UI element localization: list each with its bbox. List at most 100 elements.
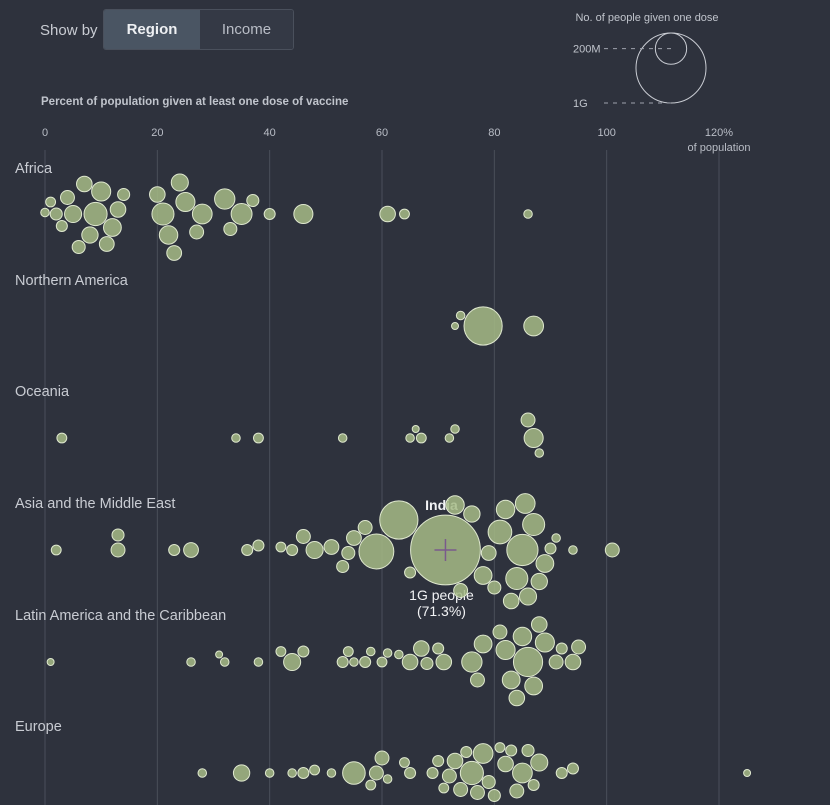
country-bubble [426, 766, 439, 780]
x-tick-label: 0 [42, 127, 48, 139]
country-bubble [45, 196, 57, 208]
country-bubble [170, 173, 189, 192]
region-label: Asia and the Middle East [15, 496, 175, 512]
country-bubble [191, 203, 213, 225]
country-bubble [455, 310, 466, 321]
country-bubble [530, 753, 549, 772]
country-bubble [49, 207, 63, 221]
region-label: Europe [15, 719, 62, 735]
country-bubble [305, 540, 324, 560]
country-bubble [505, 744, 518, 757]
country-bubble [151, 202, 175, 226]
country-bubble [453, 583, 469, 598]
country-bubble [509, 783, 525, 799]
country-bubble [487, 580, 502, 595]
country-bubble [175, 191, 196, 213]
country-bubble [183, 542, 199, 558]
country-bubble [530, 616, 548, 633]
country-bubble [566, 762, 579, 775]
income-toggle-button[interactable]: Income [200, 10, 293, 49]
country-bubble [286, 543, 299, 557]
country-bubble [404, 566, 417, 579]
country-bubble [275, 541, 287, 553]
country-bubble [568, 545, 578, 555]
country-bubble [435, 653, 453, 671]
country-bubble [460, 745, 473, 759]
country-bubble [103, 218, 122, 237]
country-bubble [323, 539, 340, 555]
country-bubble [186, 657, 196, 667]
country-bubble [287, 768, 297, 778]
country-bubble [487, 519, 513, 545]
country-bubble [399, 208, 410, 220]
country-bubble [297, 766, 310, 780]
country-bubble [336, 655, 349, 669]
country-bubble [263, 207, 276, 221]
country-bubble [571, 639, 587, 655]
country-bubble [555, 642, 568, 655]
country-bubble [481, 774, 496, 790]
country-bubble [520, 412, 536, 428]
country-bubble [246, 193, 260, 208]
country-bubble [376, 656, 388, 668]
country-bubble [365, 779, 377, 791]
country-bubble [473, 566, 493, 585]
country-bubble [497, 755, 514, 773]
country-bubble [309, 764, 321, 776]
country-bubble [534, 448, 545, 458]
country-bubble [336, 559, 350, 574]
country-bubble [166, 245, 183, 261]
country-bubble [495, 639, 516, 661]
region-toggle-button[interactable]: Region [104, 10, 200, 49]
country-bubble [411, 425, 420, 433]
legend-circle-large [635, 32, 707, 104]
country-bubble [527, 778, 540, 792]
country-bubble [413, 640, 430, 657]
country-bubble [518, 587, 538, 606]
country-bubble [524, 676, 544, 696]
country-bubble [91, 181, 112, 202]
legend-label-small: 200M [573, 44, 601, 56]
country-bubble [359, 655, 372, 669]
country-bubble [444, 433, 455, 443]
country-bubble [368, 765, 384, 781]
country-bubble [480, 545, 497, 561]
country-bubble [349, 657, 359, 667]
country-bubble [523, 427, 544, 449]
x-tick-label: 80 [488, 127, 500, 139]
country-bubble [241, 543, 254, 557]
country-bubble [394, 649, 404, 660]
country-bubble [81, 226, 99, 244]
country-bubble [98, 236, 115, 252]
x-tick-label: 40 [264, 127, 276, 139]
country-bubble [230, 203, 253, 225]
x-unit-note: of population [688, 142, 751, 154]
country-bubble [505, 566, 529, 591]
country-bubble [521, 743, 535, 758]
country-bubble [252, 539, 265, 552]
country-bubble [506, 533, 539, 567]
country-bubble [463, 505, 481, 523]
show-by-label: Show by [40, 22, 98, 39]
country-bubble [232, 764, 251, 782]
country-bubble [512, 626, 533, 647]
country-bubble [59, 190, 75, 205]
country-bubble [253, 657, 264, 667]
country-bubble [110, 542, 126, 558]
region-label: Latin America and the Caribbean [15, 608, 226, 624]
country-bubble [231, 433, 241, 443]
country-bubble [168, 543, 181, 557]
region-label: Northern America [15, 273, 129, 289]
x-tick-label: 60 [376, 127, 388, 139]
country-bubble [197, 768, 208, 778]
country-bubble [357, 520, 373, 535]
country-bubble [492, 624, 508, 640]
country-bubble [358, 533, 395, 570]
country-bubble [523, 209, 533, 219]
country-bubble [530, 572, 548, 591]
country-bubble [295, 529, 311, 544]
region-label: Africa [15, 161, 53, 177]
country-bubble [109, 201, 127, 218]
country-bubble [415, 432, 427, 444]
